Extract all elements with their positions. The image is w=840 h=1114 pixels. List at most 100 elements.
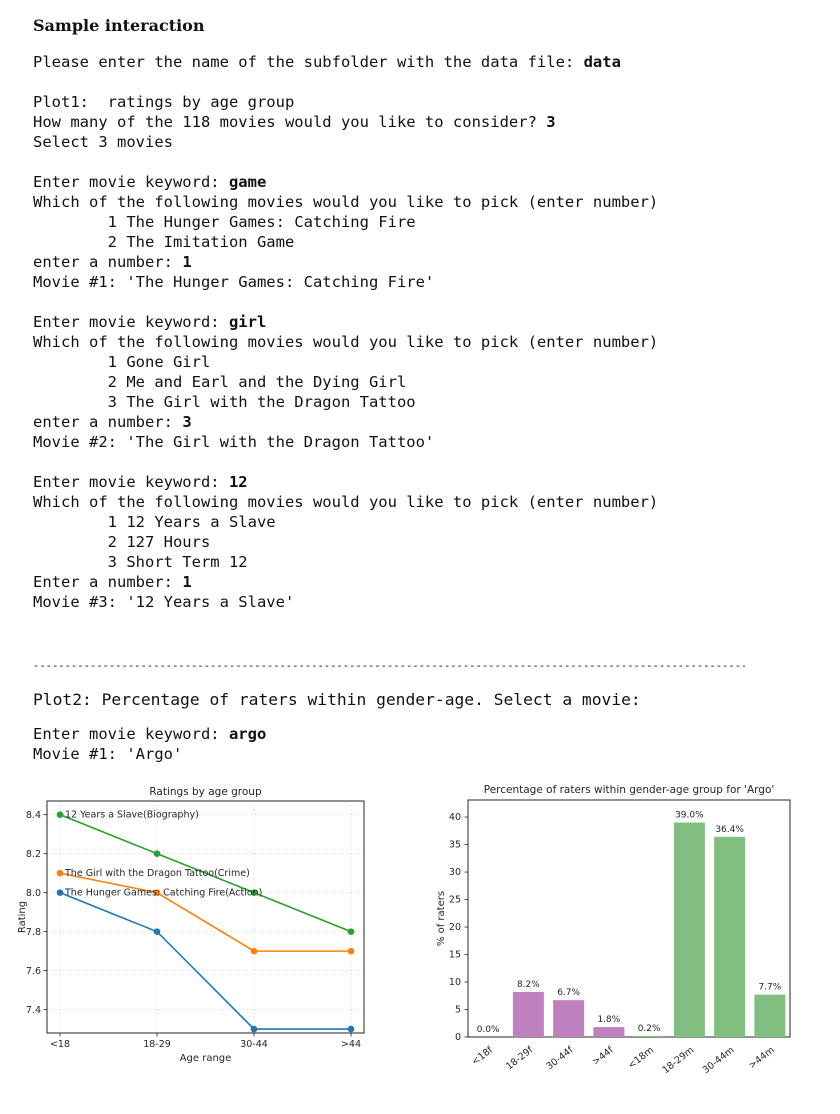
y-tick-label: 7.8 (26, 927, 41, 938)
axes-frame (46, 800, 365, 1034)
terminal-line (33, 72, 658, 92)
terminal-output: Please enter the name of the subfolder w… (33, 52, 658, 612)
y-tick-label: 7.4 (26, 1005, 41, 1016)
data-point (153, 850, 161, 857)
data-point (56, 869, 64, 877)
data-point (153, 928, 161, 935)
x-tick-label: 18-29m (660, 1045, 696, 1076)
user-input-text: 1 (182, 253, 192, 271)
console-text: Movie #2: 'The Girl with the Dragon Tatt… (33, 433, 435, 451)
x-axis-label: Age range (180, 1053, 232, 1064)
bar-18-29f (512, 991, 544, 1037)
terminal-line: Enter movie keyword: argo (33, 724, 266, 744)
console-text: Enter movie keyword: (33, 313, 229, 331)
x-tick-label: 30-44 (240, 1039, 268, 1050)
terminal-line: Enter movie keyword: game (33, 172, 658, 192)
bar-value-label: 6.7% (557, 988, 580, 998)
x-tick-label: <18f (470, 1044, 496, 1067)
terminal-line: Enter movie keyword: 12 (33, 472, 658, 492)
data-point (153, 889, 161, 896)
bar-value-label: 0.2% (638, 1024, 661, 1034)
console-text: Please enter the name of the subfolder w… (33, 53, 584, 71)
console-text: 1 Gone Girl (33, 353, 211, 371)
console-text: Enter movie keyword: (33, 173, 229, 191)
terminal-line: 2 The Imitation Game (33, 232, 658, 252)
console-text: 1 The Hunger Games: Catching Fire (33, 213, 416, 231)
terminal-line: enter a number: 1 (33, 252, 658, 272)
bar-value-label: 7.7% (758, 983, 781, 993)
y-axis-label: % of raters (436, 891, 447, 946)
console-text: enter a number: (33, 413, 183, 431)
terminal-line (33, 292, 658, 312)
terminal-line: Select 3 movies (33, 132, 658, 152)
ratings-line-chart: 7.4 7.6 7.8 8.0 8.2 8.4 <18 18-29 30-44 >44 The Hu… (15, 783, 387, 1075)
bar-18-29m (673, 822, 705, 1037)
user-input-text: girl (228, 313, 267, 331)
user-input-text: game (228, 173, 267, 191)
data-point (250, 1025, 258, 1033)
bar-30-44f (553, 1000, 585, 1037)
console-text: Enter movie keyword: (33, 473, 229, 491)
console-text: How many of the 118 movies would you lik… (33, 113, 547, 131)
console-text: Enter a number: (33, 573, 183, 591)
x-tick-label: <18m (626, 1045, 656, 1072)
terminal-line: 2 Me and Earl and the Dying Girl (33, 372, 658, 392)
terminal-line: Please enter the name of the subfolder w… (33, 52, 658, 72)
console-text: 1 12 Years a Slave (33, 513, 276, 531)
y-axis-label: Rating (17, 901, 28, 933)
console-text: 3 Short Term 12 (33, 553, 248, 571)
y-tick-label: 8.0 (26, 888, 41, 899)
bar-value-label: 8.2% (517, 980, 540, 990)
console-text: Plot1: ratings by age group (33, 93, 295, 111)
plot2-heading: Plot2: Percentage of raters within gende… (33, 690, 641, 709)
bar-<18m (633, 1035, 665, 1037)
bar-30-44m (714, 836, 746, 1037)
console-text: enter a number: (33, 253, 183, 271)
x-tick-label: 18-29f (504, 1044, 536, 1072)
x-tick-label: 30-44f (544, 1044, 576, 1072)
terminal-line: Plot1: ratings by age group (33, 92, 658, 112)
data-point (250, 889, 258, 896)
series-annotation: 12 Years a Slave(Biography) (65, 810, 199, 821)
raters-bar-chart: 0 5 10 15 20 25 30 35 40 0.0% 8.2% 6.7% 1.8% 0.2% 39.0… (430, 780, 825, 1114)
bar-value-label: 39.0% (675, 811, 704, 821)
console-text: Movie #3: '12 Years a Slave' (33, 593, 295, 611)
data-point (347, 1025, 355, 1033)
user-input-text: 3 (546, 113, 556, 131)
series-line-0 (59, 891, 351, 1030)
page-title: Sample interaction (33, 16, 205, 35)
series-annotation: The Hunger Games: Catching Fire(Action) (64, 888, 262, 899)
terminal-output-2: Enter movie keyword: argo Movie #1: 'Argo… (33, 724, 266, 764)
console-text: Enter movie keyword: (33, 725, 229, 743)
terminal-line: 3 The Girl with the Dragon Tattoo (33, 392, 658, 412)
data-point (56, 889, 64, 896)
terminal-line: 2 127 Hours (33, 532, 658, 552)
console-text: 3 The Girl with the Dragon Tattoo (33, 393, 416, 411)
x-tick-label: <18 (50, 1039, 70, 1050)
series-annotation: The Girl with the Dragon Tattoo(Crime) (64, 868, 250, 879)
console-text: Which of the following movies would you … (33, 193, 659, 211)
bar-value-label: 1.8% (597, 1015, 620, 1025)
user-input-text: 3 (182, 413, 192, 431)
terminal-line (33, 452, 658, 472)
terminal-line: enter a number: 3 (33, 412, 658, 432)
y-tick-label: 0 (455, 1032, 461, 1043)
data-point (347, 947, 355, 955)
axes-frame (467, 799, 791, 1038)
console-text: 2 The Imitation Game (33, 233, 295, 251)
user-input-text: 12 (228, 473, 248, 491)
x-tick-label: >44m (747, 1045, 777, 1072)
terminal-line: Which of the following movies would you … (33, 492, 658, 512)
terminal-line: Movie #1: 'The Hunger Games: Catching Fi… (33, 272, 658, 292)
x-tick-label: 30-44m (701, 1045, 737, 1076)
y-tick-label: 20 (449, 922, 461, 933)
chart-title: Ratings by age group (149, 786, 262, 798)
console-text: 2 Me and Earl and the Dying Girl (33, 373, 407, 391)
x-tick-label: >44 (341, 1039, 361, 1050)
series-line-2 (59, 813, 352, 933)
dashed-separator: ----------------------------------------… (33, 660, 745, 672)
data-point (56, 811, 64, 818)
console-text: Which of the following movies would you … (33, 493, 659, 511)
user-input-text: 1 (182, 573, 192, 591)
